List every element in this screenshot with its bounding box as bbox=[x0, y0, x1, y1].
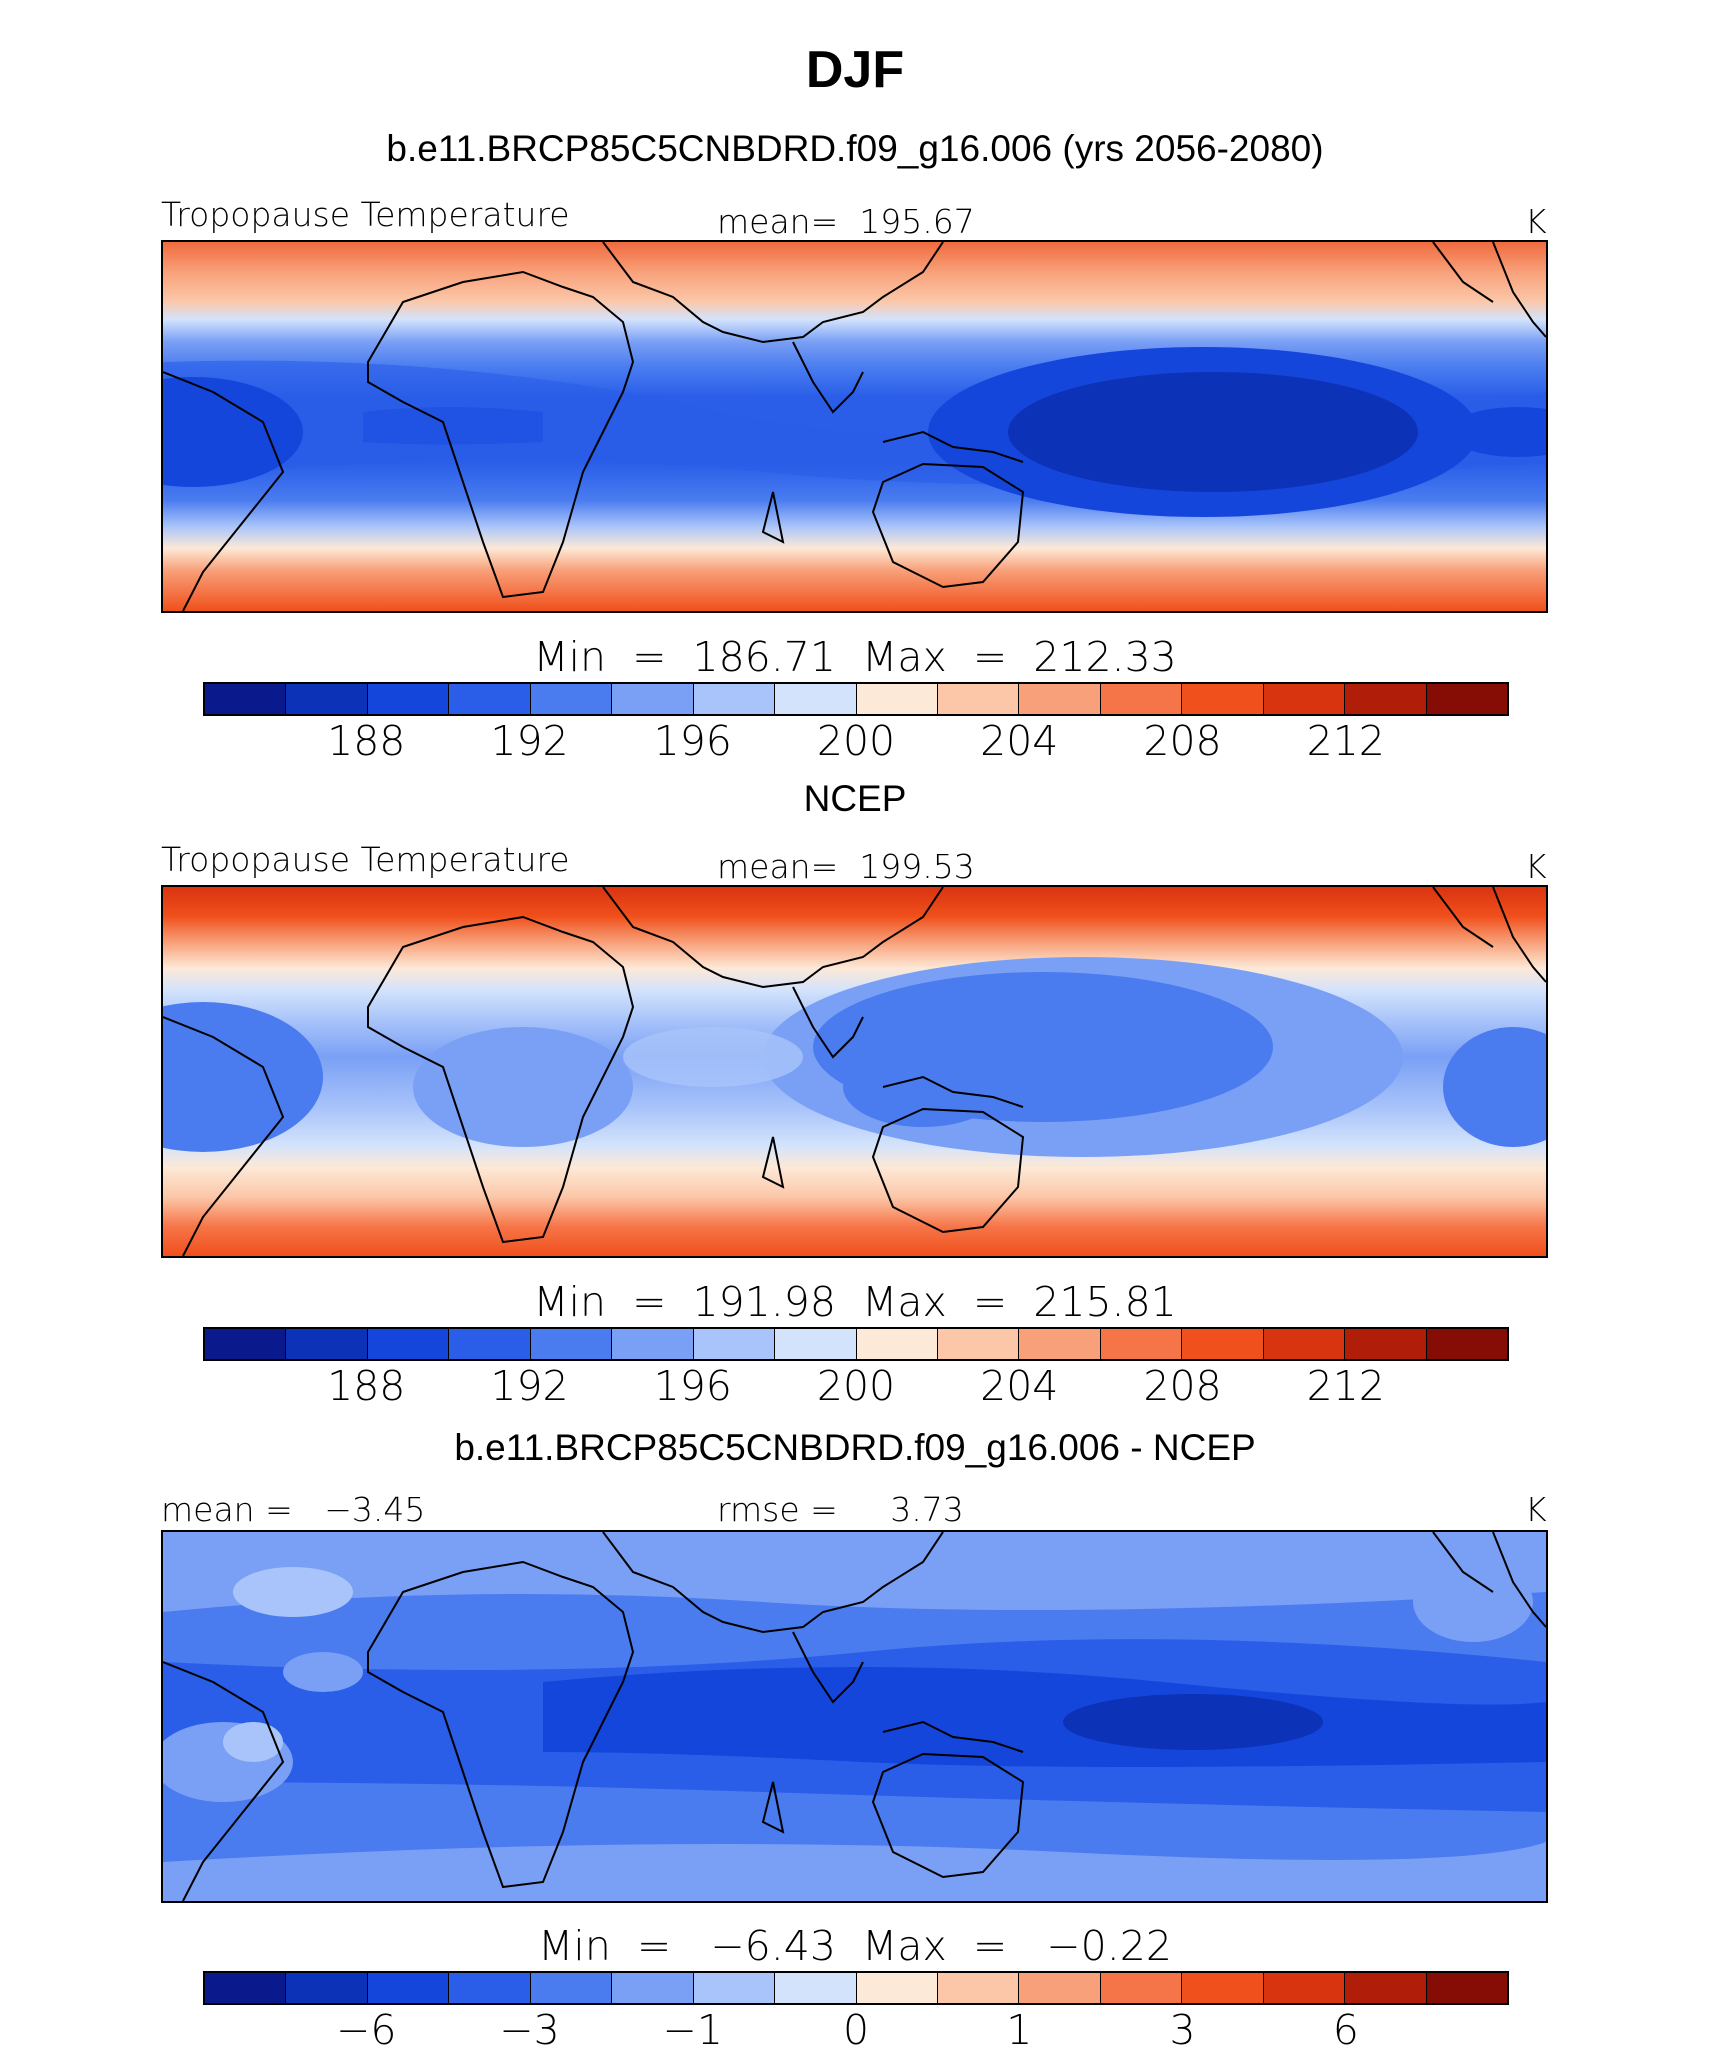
colorbar-cell bbox=[856, 1329, 938, 1359]
colorbar-cell bbox=[1019, 1973, 1101, 2003]
colorbar-cell bbox=[612, 1973, 694, 2003]
colorbar-cell bbox=[1182, 684, 1264, 714]
panel-3-colorbar bbox=[203, 1971, 1509, 2005]
colorbar-tick-label: 208 bbox=[1143, 717, 1222, 765]
colorbar-cell bbox=[1263, 684, 1346, 714]
colorbar-cell bbox=[449, 1973, 531, 2003]
panel-1-heading: b.e11.BRCP85C5CNBDRD.f09_g16.006 (yrs 20… bbox=[386, 128, 1324, 169]
colorbar-cell bbox=[1182, 1973, 1264, 2003]
panel-3-colorbar-labels: −6 −3 −1 0 1 3 6 bbox=[203, 2006, 1509, 2054]
panel-1-contour-field bbox=[163, 242, 1546, 611]
colorbar-cell bbox=[775, 1973, 857, 2003]
panel-2-colorbar bbox=[203, 1327, 1509, 1361]
colorbar-cell bbox=[1019, 684, 1101, 714]
colorbar-tick-label: −6 bbox=[336, 2006, 397, 2054]
colorbar-cell bbox=[449, 1329, 531, 1359]
colorbar-cell bbox=[612, 1329, 694, 1359]
panel-2-units: K bbox=[1525, 847, 1547, 886]
colorbar-cell bbox=[530, 1973, 613, 2003]
colorbar-cell bbox=[1426, 684, 1507, 714]
colorbar-cell bbox=[530, 684, 613, 714]
colorbar-cell bbox=[937, 1329, 1020, 1359]
colorbar-cell bbox=[286, 1973, 368, 2003]
colorbar-cell bbox=[1100, 1973, 1183, 2003]
colorbar-tick-label: 212 bbox=[1306, 1362, 1385, 1410]
colorbar-cell bbox=[612, 684, 694, 714]
colorbar-tick-label: 1 bbox=[1006, 2006, 1033, 2054]
colorbar-tick-label: 212 bbox=[1306, 717, 1385, 765]
panel-3-units: K bbox=[1525, 1490, 1547, 1529]
colorbar-tick-label: 6 bbox=[1332, 2006, 1359, 2054]
colorbar-tick-label: 200 bbox=[816, 717, 896, 765]
colorbar-tick-label: 192 bbox=[490, 717, 569, 765]
colorbar-cell bbox=[205, 1973, 287, 2003]
colorbar-cell bbox=[693, 1973, 776, 2003]
colorbar-tick-label: 188 bbox=[327, 717, 406, 765]
panel-2-variable-label: Tropopause Temperature bbox=[161, 840, 570, 879]
panel-1-units: K bbox=[1525, 202, 1547, 241]
colorbar-cell bbox=[1426, 1329, 1507, 1359]
colorbar-cell bbox=[937, 1973, 1020, 2003]
panel-1-minmax: Min = 186.71 Max = 212.33 bbox=[533, 633, 1177, 681]
panel-1-colorbar-labels: 188 192 196 200 204 208 212 bbox=[203, 717, 1509, 765]
colorbar-cell bbox=[856, 684, 938, 714]
colorbar-cell bbox=[1263, 1329, 1346, 1359]
panel-2-colorbar-labels: 188 192 196 200 204 208 212 bbox=[203, 1362, 1509, 1410]
colorbar-cell bbox=[1345, 684, 1427, 714]
panel-1-map bbox=[161, 240, 1548, 613]
colorbar-tick-label: −3 bbox=[499, 2006, 560, 2054]
colorbar-cell bbox=[1100, 1329, 1183, 1359]
panel-3-heading: b.e11.BRCP85C5CNBDRD.f09_g16.006 - NCEP bbox=[454, 1427, 1256, 1468]
colorbar-tick-label: 0 bbox=[842, 2006, 870, 2054]
colorbar-cell bbox=[1182, 1329, 1264, 1359]
colorbar-cell bbox=[1019, 1329, 1101, 1359]
panel-3-rmse-label: rmse = 3.73 bbox=[717, 1490, 964, 1529]
colorbar-cell bbox=[530, 1329, 613, 1359]
colorbar-tick-label: 204 bbox=[980, 1362, 1059, 1410]
colorbar-cell bbox=[775, 684, 857, 714]
panel-3-minmax: Min = −6.43 Max = −0.22 bbox=[538, 1922, 1172, 1970]
panel-3-map bbox=[161, 1530, 1548, 1903]
panel-2-map bbox=[161, 885, 1548, 1258]
colorbar-tick-label: 204 bbox=[980, 717, 1059, 765]
colorbar-cell bbox=[449, 684, 531, 714]
colorbar-tick-label: 200 bbox=[816, 1362, 896, 1410]
colorbar-tick-label: 208 bbox=[1143, 1362, 1222, 1410]
colorbar-tick-label: −1 bbox=[662, 2006, 723, 2054]
panel-2-minmax: Min = 191.98 Max = 215.81 bbox=[533, 1278, 1177, 1326]
colorbar-cell bbox=[856, 1973, 938, 2003]
panel-1-colorbar bbox=[203, 682, 1509, 716]
colorbar-cell bbox=[1100, 684, 1183, 714]
panel-1-variable-label: Tropopause Temperature bbox=[161, 195, 570, 234]
colorbar-tick-label: 192 bbox=[490, 1362, 569, 1410]
colorbar-cell bbox=[286, 684, 368, 714]
colorbar-tick-label: 196 bbox=[653, 1362, 732, 1410]
colorbar-cell bbox=[1263, 1973, 1346, 2003]
panel-2-mean-label: mean= 199.53 bbox=[717, 847, 975, 886]
colorbar-cell bbox=[693, 1329, 776, 1359]
colorbar-cell bbox=[367, 1329, 450, 1359]
panel-2-contour-field bbox=[163, 887, 1546, 1256]
panel-1-mean-label: mean= 195.67 bbox=[717, 202, 975, 241]
colorbar-cell bbox=[693, 684, 776, 714]
colorbar-tick-label: 196 bbox=[653, 717, 732, 765]
colorbar-cell bbox=[1345, 1329, 1427, 1359]
colorbar-tick-label: 3 bbox=[1169, 2006, 1196, 2054]
colorbar-cell bbox=[367, 684, 450, 714]
colorbar-cell bbox=[1426, 1973, 1507, 2003]
panel-3-mean-label: mean = −3.45 bbox=[161, 1490, 426, 1529]
figure-title: DJF bbox=[805, 41, 905, 99]
colorbar-tick-label: 188 bbox=[327, 1362, 406, 1410]
colorbar-cell bbox=[1345, 1973, 1427, 2003]
panel-2-heading: NCEP bbox=[803, 778, 907, 819]
colorbar-cell bbox=[937, 684, 1020, 714]
panel-3-contour-field bbox=[163, 1532, 1546, 1901]
colorbar-cell bbox=[775, 1329, 857, 1359]
colorbar-cell bbox=[367, 1973, 450, 2003]
colorbar-cell bbox=[286, 1329, 368, 1359]
colorbar-cell bbox=[205, 684, 287, 714]
colorbar-cell bbox=[205, 1329, 287, 1359]
